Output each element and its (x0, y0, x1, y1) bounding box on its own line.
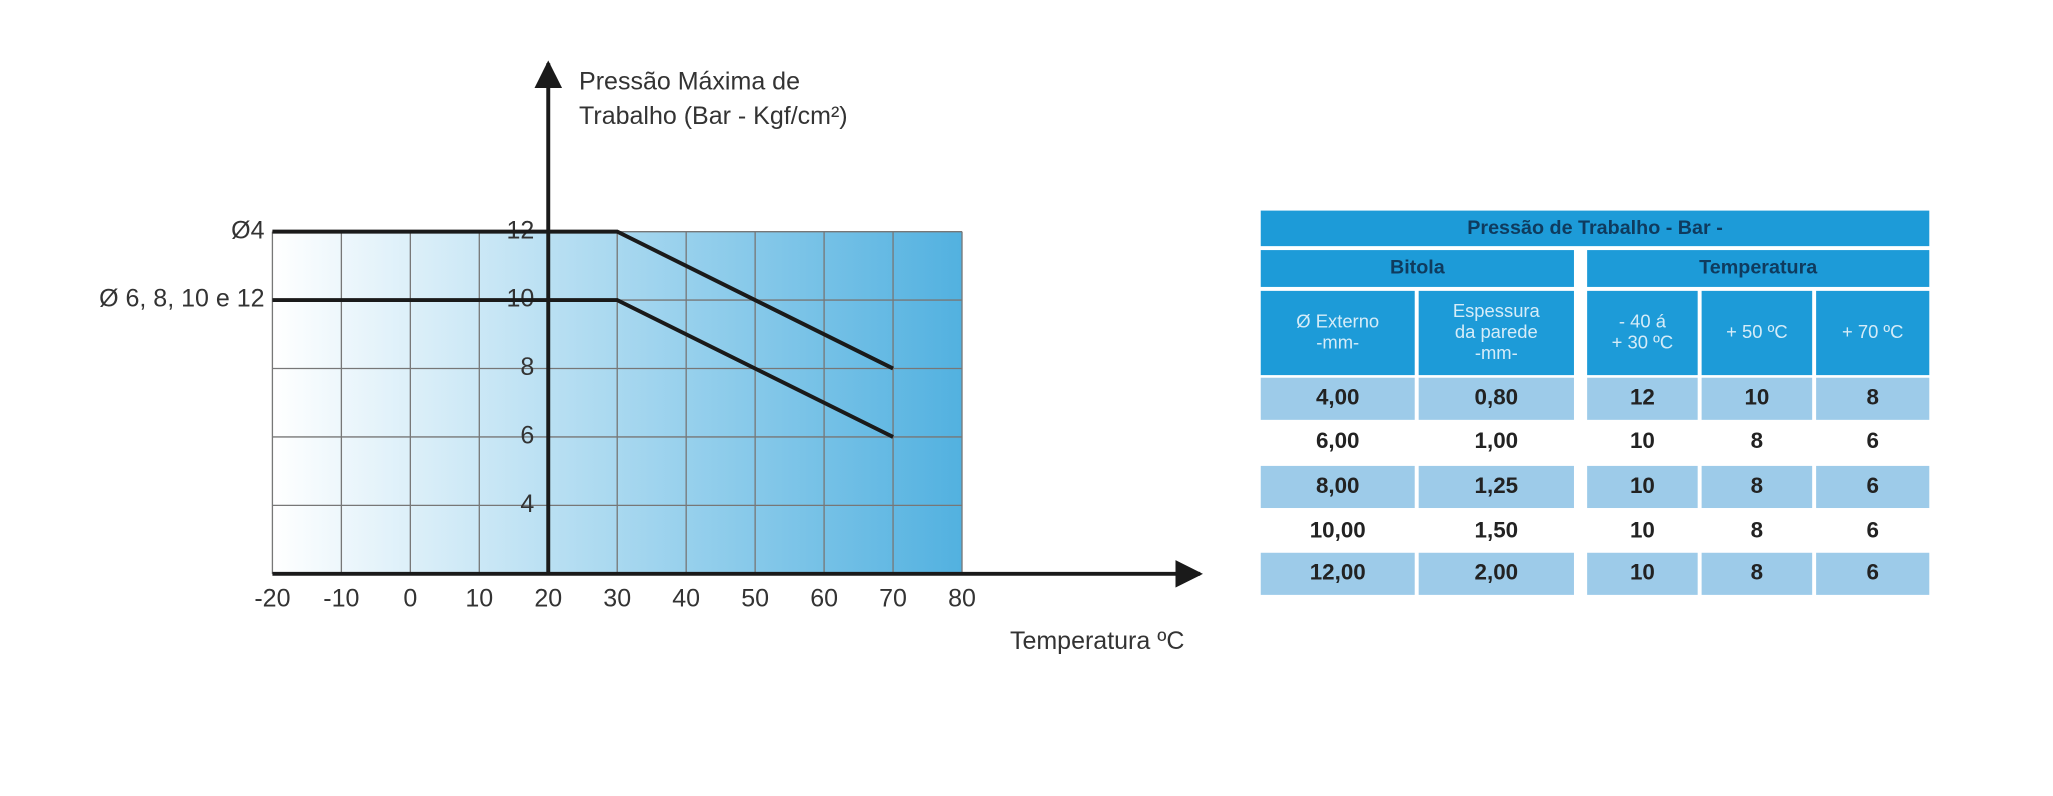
cell-bg (1260, 421, 1415, 464)
column-header-bg (1418, 290, 1574, 376)
column-header: - 40 á (1619, 310, 1667, 331)
cell: 4,00 (1316, 385, 1360, 410)
x-tick-label: 0 (403, 585, 417, 613)
cell: 0,80 (1475, 385, 1519, 410)
column-header-bg (1701, 290, 1813, 376)
cell-bg (1418, 421, 1574, 464)
column-header: -mm- (1316, 331, 1359, 352)
y-axis-label: Trabalho (Bar - Kgf/cm²) (579, 102, 848, 130)
cell-bg (1701, 377, 1813, 420)
column-header-bg (1260, 290, 1415, 376)
x-tick-label: 40 (672, 585, 700, 613)
cell: 10 (1744, 385, 1769, 410)
cell-bg (1260, 465, 1415, 509)
cell-bg (1260, 552, 1415, 595)
table-title-bg (1260, 210, 1930, 247)
cell: 8,00 (1316, 473, 1360, 498)
cell-bg (1701, 421, 1813, 464)
x-axis-label: Temperatura ºC (1010, 627, 1184, 655)
cell-bg (1816, 552, 1930, 595)
table-title: Pressão de Trabalho - Bar - (1467, 217, 1723, 239)
cell-bg (1418, 510, 1574, 553)
cell: 10,00 (1310, 518, 1366, 543)
group-header: Bitola (1390, 257, 1446, 279)
cell-bg (1260, 377, 1415, 420)
cell: 1,25 (1475, 473, 1519, 498)
cell: 10 (1630, 560, 1655, 585)
cell: 6 (1866, 428, 1878, 453)
y-tick-label: 4 (520, 490, 534, 518)
x-tick-label: -10 (323, 585, 359, 613)
x-tick-label: 80 (948, 585, 976, 613)
x-tick-label: 10 (465, 585, 493, 613)
column-header: + 70 ºC (1842, 321, 1903, 342)
group-header: Temperatura (1699, 257, 1818, 279)
cell: 8 (1751, 560, 1763, 585)
cell-bg (1587, 377, 1698, 420)
cell-bg (1816, 510, 1930, 553)
cell: 12,00 (1310, 560, 1366, 585)
cell-bg (1701, 465, 1813, 509)
cell: 10 (1630, 518, 1655, 543)
cell: 1,50 (1475, 518, 1519, 543)
column-header: + 30 ºC (1612, 331, 1673, 352)
cell: 2,00 (1475, 560, 1519, 585)
x-tick-label: -20 (254, 585, 290, 613)
x-tick-label: 50 (741, 585, 769, 613)
cell-bg (1587, 510, 1698, 553)
cell-bg (1418, 377, 1574, 420)
cell: 10 (1630, 473, 1655, 498)
cell: 12 (1630, 385, 1655, 410)
column-header: -mm- (1475, 342, 1518, 363)
cell: 8 (1751, 518, 1763, 543)
x-tick-label: 60 (810, 585, 838, 613)
cell: 6,00 (1316, 428, 1360, 453)
cell: 8 (1751, 473, 1763, 498)
column-header: + 50 ºC (1726, 321, 1787, 342)
cell: 8 (1866, 385, 1878, 410)
cell-bg (1418, 552, 1574, 595)
cell: 6 (1866, 560, 1878, 585)
cell-bg (1701, 552, 1813, 595)
cell: 1,00 (1475, 428, 1519, 453)
cell: 10 (1630, 428, 1655, 453)
group-header-bg (1587, 250, 1930, 287)
y-tick-label: 6 (520, 422, 534, 450)
cell-bg (1418, 465, 1574, 509)
cell-bg (1587, 552, 1698, 595)
cell-bg (1260, 510, 1415, 553)
group-header-bg (1260, 250, 1574, 287)
cell-bg (1816, 465, 1930, 509)
x-tick-label: 30 (603, 585, 631, 613)
cell: 8 (1751, 428, 1763, 453)
cell: 6 (1866, 518, 1878, 543)
cell-bg (1816, 421, 1930, 464)
line (272, 298, 894, 439)
cell-bg (1816, 377, 1930, 420)
cell-bg (1701, 510, 1813, 553)
column-header: da parede (1455, 321, 1538, 342)
cell: 6 (1866, 473, 1878, 498)
x-tick-label: 70 (879, 585, 907, 613)
line (272, 229, 894, 371)
column-header: Ø Externo (1296, 310, 1379, 331)
cell-bg (1587, 465, 1698, 509)
column-header-bg (1816, 290, 1930, 376)
column-header: Espessura (1453, 300, 1541, 321)
column-header-bg (1587, 290, 1698, 376)
x-tick-label: 20 (534, 585, 562, 613)
y-tick-label: 8 (520, 353, 534, 381)
y-axis-label: Pressão Máxima de (579, 68, 800, 96)
series-label: Ø4 (231, 216, 264, 244)
series-label: Ø 6, 8, 10 e 12 (99, 285, 264, 313)
cell-bg (1587, 421, 1698, 464)
